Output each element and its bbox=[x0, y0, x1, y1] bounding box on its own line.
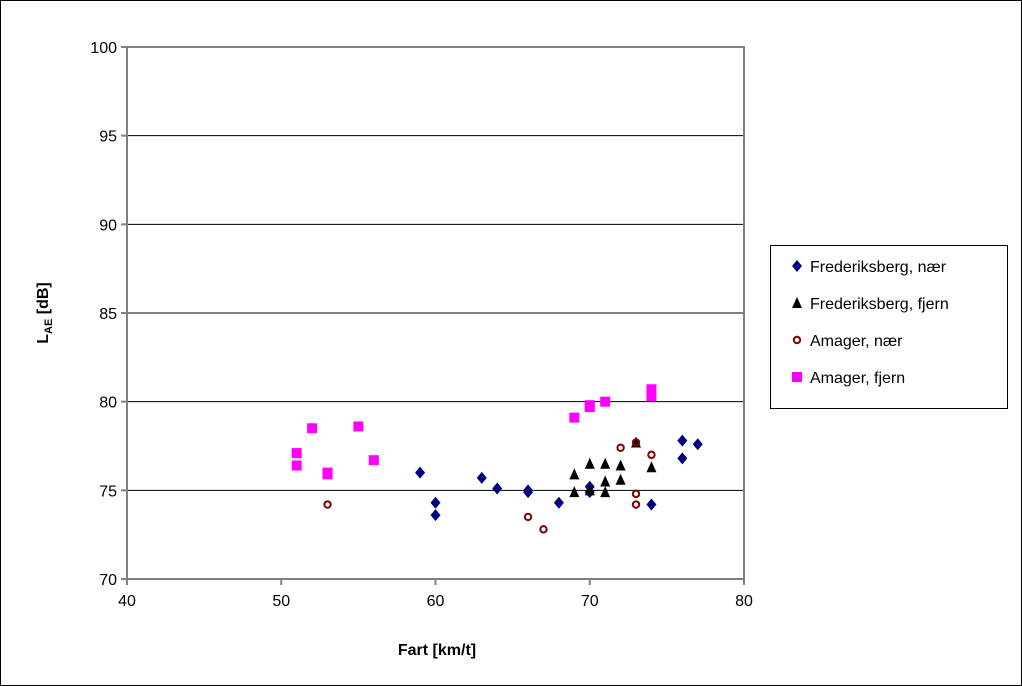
y-tick-label: 70 bbox=[99, 572, 117, 589]
x-tick-label: 40 bbox=[118, 593, 136, 610]
square-marker bbox=[600, 396, 611, 407]
square-marker bbox=[569, 412, 580, 423]
square-marker bbox=[792, 372, 802, 382]
triangle-marker bbox=[792, 297, 802, 308]
square-marker bbox=[307, 423, 318, 434]
triangle-marker bbox=[600, 486, 611, 498]
square-marker bbox=[291, 460, 302, 471]
triangle-marker bbox=[584, 457, 595, 469]
x-tick-label: 50 bbox=[272, 593, 290, 610]
diamond-marker bbox=[553, 496, 564, 509]
circle-marker bbox=[523, 512, 533, 522]
circle-marker bbox=[792, 335, 802, 345]
triangle-marker bbox=[569, 486, 580, 498]
y-tick-label: 100 bbox=[90, 40, 117, 57]
plot-border bbox=[126, 46, 745, 580]
triangle-marker bbox=[646, 461, 657, 473]
diamond-marker bbox=[677, 434, 688, 447]
circle-marker bbox=[631, 438, 641, 447]
square-marker bbox=[646, 384, 657, 395]
x-tick-label: 60 bbox=[427, 593, 445, 610]
legend-box bbox=[770, 245, 1008, 409]
diamond-marker bbox=[415, 466, 426, 479]
diamond-marker bbox=[492, 482, 503, 495]
diamond-marker bbox=[430, 496, 441, 509]
x-axis-label: Fart [km/t] bbox=[398, 642, 476, 659]
diamond-marker bbox=[430, 509, 441, 522]
square-marker bbox=[368, 455, 379, 466]
legend-label: Frederiksberg, nær bbox=[810, 259, 947, 276]
y-tick-label: 80 bbox=[99, 395, 117, 412]
triangle-marker bbox=[584, 484, 595, 496]
triangle-marker bbox=[600, 457, 611, 469]
diamond-marker bbox=[692, 438, 703, 451]
square-marker bbox=[646, 391, 657, 402]
square-marker bbox=[322, 469, 333, 480]
x-tick-label: 70 bbox=[581, 593, 599, 610]
x-tick-label: 80 bbox=[735, 593, 753, 610]
y-label-unit: [dB] bbox=[35, 282, 52, 318]
triangle-marker bbox=[600, 475, 611, 487]
diamond-marker bbox=[523, 486, 534, 499]
square-marker bbox=[291, 448, 302, 459]
y-tick-label: 75 bbox=[99, 483, 117, 500]
y-label-sub: AE bbox=[43, 319, 55, 334]
legend-label: Amager, nær bbox=[810, 333, 903, 350]
y-axis-label: LAE [dB] bbox=[35, 282, 55, 344]
diamond-marker bbox=[677, 452, 688, 465]
triangle-marker bbox=[615, 473, 626, 485]
circle-marker bbox=[647, 450, 656, 460]
legend-label: Frederiksberg, fjern bbox=[810, 296, 949, 313]
y-tick-label: 85 bbox=[99, 306, 117, 323]
circle-marker bbox=[539, 525, 548, 534]
circle-marker bbox=[323, 500, 332, 509]
legend-label: Amager, fjern bbox=[810, 370, 905, 387]
y-label-main: L bbox=[35, 334, 52, 344]
diamond-marker bbox=[646, 498, 657, 511]
y-tick-label: 90 bbox=[99, 217, 117, 234]
square-marker bbox=[584, 401, 595, 412]
diamond-marker bbox=[792, 260, 802, 272]
circle-marker bbox=[631, 500, 641, 509]
triangle-marker bbox=[569, 468, 580, 480]
triangle-marker bbox=[615, 459, 626, 471]
diamond-marker bbox=[476, 471, 487, 484]
circle-marker bbox=[616, 443, 625, 452]
circle-marker bbox=[631, 489, 641, 499]
square-marker bbox=[353, 421, 364, 432]
y-tick-label: 95 bbox=[99, 129, 117, 146]
